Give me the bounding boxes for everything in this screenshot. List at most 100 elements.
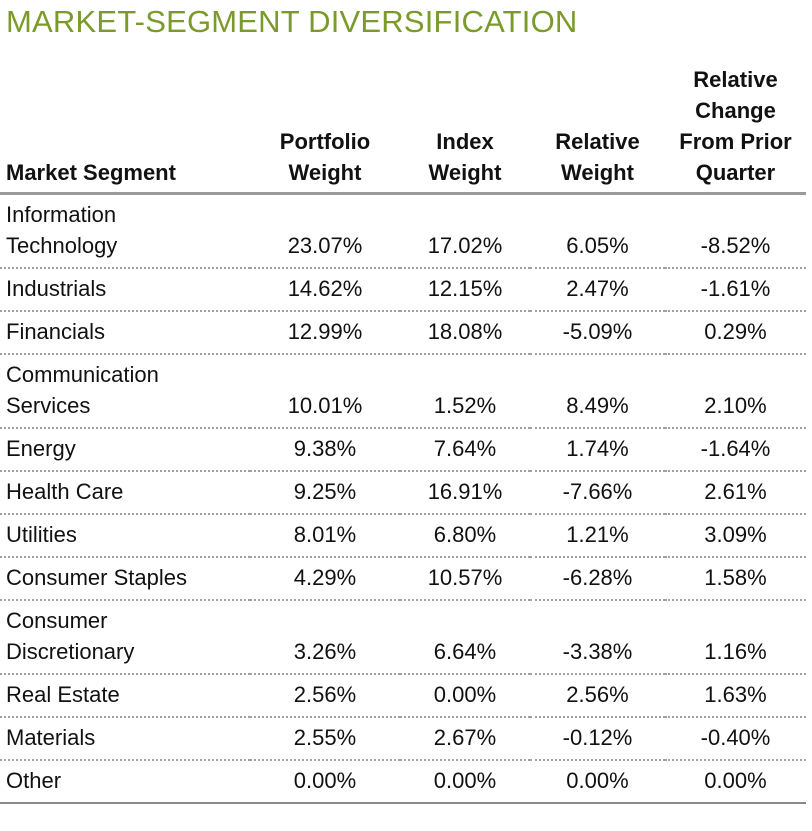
cell-relative-weight: -3.38%	[530, 600, 665, 675]
table-row: Information Technology 23.07% 17.02% 6.05% -8…	[0, 193, 806, 269]
cell-market-segment: Health Care	[0, 471, 250, 515]
segment-name-line: Real Estate	[6, 682, 120, 707]
segment-name-line: Other	[6, 768, 62, 793]
cell-index-weight: 6.64%	[400, 600, 530, 675]
cell-market-segment: Materials	[0, 717, 250, 761]
segment-name-line: Communication	[6, 362, 159, 387]
cell-portfolio-weight: 9.38%	[250, 428, 400, 472]
cell-index-weight: 0.00%	[400, 760, 530, 804]
table-row: Financials 12.99% 18.08% -5.09% 0.29%	[0, 311, 806, 355]
cell-index-weight: 10.57%	[400, 557, 530, 601]
segment-name-line: Services	[6, 393, 91, 418]
cell-portfolio-weight: 23.07%	[250, 193, 400, 269]
cell-relative-change: 0.00%	[665, 760, 806, 804]
segment-name-line: Consumer	[6, 608, 108, 633]
table-row: Other 0.00% 0.00% 0.00% 0.00%	[0, 760, 806, 804]
header-portfolio-weight: Portfolio Weight	[250, 64, 400, 195]
cell-relative-weight: 1.21%	[530, 514, 665, 558]
cell-index-weight: 18.08%	[400, 311, 530, 355]
header-market-segment: Market Segment	[0, 64, 250, 195]
cell-portfolio-weight: 8.01%	[250, 514, 400, 558]
table-row: Energy 9.38% 7.64% 1.74% -1.64%	[0, 428, 806, 472]
header-label-line: Quarter	[695, 160, 776, 185]
header-index-weight: Index Weight	[400, 64, 530, 195]
cell-market-segment: Information Technology	[0, 193, 250, 269]
cell-relative-change: 2.10%	[665, 354, 806, 429]
cell-market-segment: Financials	[0, 311, 250, 355]
cell-market-segment: Real Estate	[0, 674, 250, 718]
cell-portfolio-weight: 3.26%	[250, 600, 400, 675]
cell-market-segment: Industrials	[0, 268, 250, 312]
segment-name-line: Discretionary	[6, 639, 135, 664]
header-label-line: Weight	[428, 160, 502, 185]
cell-relative-change: 2.61%	[665, 471, 806, 515]
cell-relative-weight: 2.56%	[530, 674, 665, 718]
header-relative-change: Relative Change From Prior Quarter	[665, 64, 806, 195]
cell-relative-weight: 6.05%	[530, 193, 665, 269]
cell-market-segment: Other	[0, 760, 250, 804]
cell-relative-change: -8.52%	[665, 193, 806, 269]
segment-table: Market Segment Portfolio Weight Index We…	[0, 64, 806, 804]
cell-relative-weight: 0.00%	[530, 760, 665, 804]
cell-portfolio-weight: 10.01%	[250, 354, 400, 429]
table-row: Communication Services 10.01% 1.52% 8.49% 2.1…	[0, 354, 806, 429]
header-label-line: From Prior	[679, 129, 792, 154]
table-row: Materials 2.55% 2.67% -0.12% -0.40%	[0, 717, 806, 761]
cell-relative-weight: -6.28%	[530, 557, 665, 601]
cell-index-weight: 1.52%	[400, 354, 530, 429]
cell-index-weight: 12.15%	[400, 268, 530, 312]
header-label-line: Relative	[693, 67, 778, 92]
cell-index-weight: 0.00%	[400, 674, 530, 718]
cell-market-segment: Communication Services	[0, 354, 250, 429]
cell-relative-weight: 1.74%	[530, 428, 665, 472]
cell-relative-change: 1.58%	[665, 557, 806, 601]
header-label-line: Portfolio	[279, 129, 371, 154]
table-row: Real Estate 2.56% 0.00% 2.56% 1.63%	[0, 674, 806, 718]
cell-index-weight: 16.91%	[400, 471, 530, 515]
header-label-line: Index	[436, 129, 494, 154]
cell-index-weight: 2.67%	[400, 717, 530, 761]
segment-name-line: Materials	[6, 725, 96, 750]
cell-relative-change: -1.61%	[665, 268, 806, 312]
cell-relative-weight: -0.12%	[530, 717, 665, 761]
cell-portfolio-weight: 9.25%	[250, 471, 400, 515]
cell-portfolio-weight: 0.00%	[250, 760, 400, 804]
table-row: Consumer Discretionary 3.26% 6.64% -3.38% 1.1…	[0, 600, 806, 675]
cell-market-segment: Energy	[0, 428, 250, 472]
cell-relative-change: 3.09%	[665, 514, 806, 558]
table-row: Industrials 14.62% 12.15% 2.47% -1.61%	[0, 268, 806, 312]
cell-market-segment: Consumer Staples	[0, 557, 250, 601]
segment-name-line: Industrials	[6, 276, 107, 301]
header-label: Market Segment	[6, 160, 176, 185]
segment-name-line: Financials	[6, 319, 106, 344]
cell-index-weight: 17.02%	[400, 193, 530, 269]
table-row: Health Care 9.25% 16.91% -7.66% 2.61%	[0, 471, 806, 515]
table-row: Utilities 8.01% 6.80% 1.21% 3.09%	[0, 514, 806, 558]
cell-market-segment: Consumer Discretionary	[0, 600, 250, 675]
cell-relative-change: 1.16%	[665, 600, 806, 675]
header-label-line: Weight	[288, 160, 362, 185]
cell-relative-weight: -5.09%	[530, 311, 665, 355]
segment-name-line: Utilities	[6, 522, 77, 547]
segment-name-line: Technology	[6, 233, 118, 258]
cell-index-weight: 6.80%	[400, 514, 530, 558]
header-label-line: Relative	[555, 129, 640, 154]
table-header-row: Market Segment Portfolio Weight Index We…	[0, 64, 806, 195]
cell-relative-change: -1.64%	[665, 428, 806, 472]
cell-relative-weight: 2.47%	[530, 268, 665, 312]
cell-portfolio-weight: 12.99%	[250, 311, 400, 355]
cell-relative-change: -0.40%	[665, 717, 806, 761]
segment-name-line: Energy	[6, 436, 76, 461]
cell-relative-change: 0.29%	[665, 311, 806, 355]
cell-relative-change: 1.63%	[665, 674, 806, 718]
segment-name-line: Consumer Staples	[6, 565, 187, 590]
cell-portfolio-weight: 4.29%	[250, 557, 400, 601]
header-label-line: Weight	[561, 160, 634, 185]
page-title: MARKET-SEGMENT DIVERSIFICATION	[6, 4, 578, 39]
cell-portfolio-weight: 2.55%	[250, 717, 400, 761]
segment-name-line: Information	[6, 202, 117, 227]
table-body: Information Technology 23.07% 17.02% 6.05% -8…	[0, 193, 806, 804]
cell-relative-weight: 8.49%	[530, 354, 665, 429]
header-label-line: Change	[695, 98, 776, 123]
header-relative-weight: Relative Weight	[530, 64, 665, 195]
